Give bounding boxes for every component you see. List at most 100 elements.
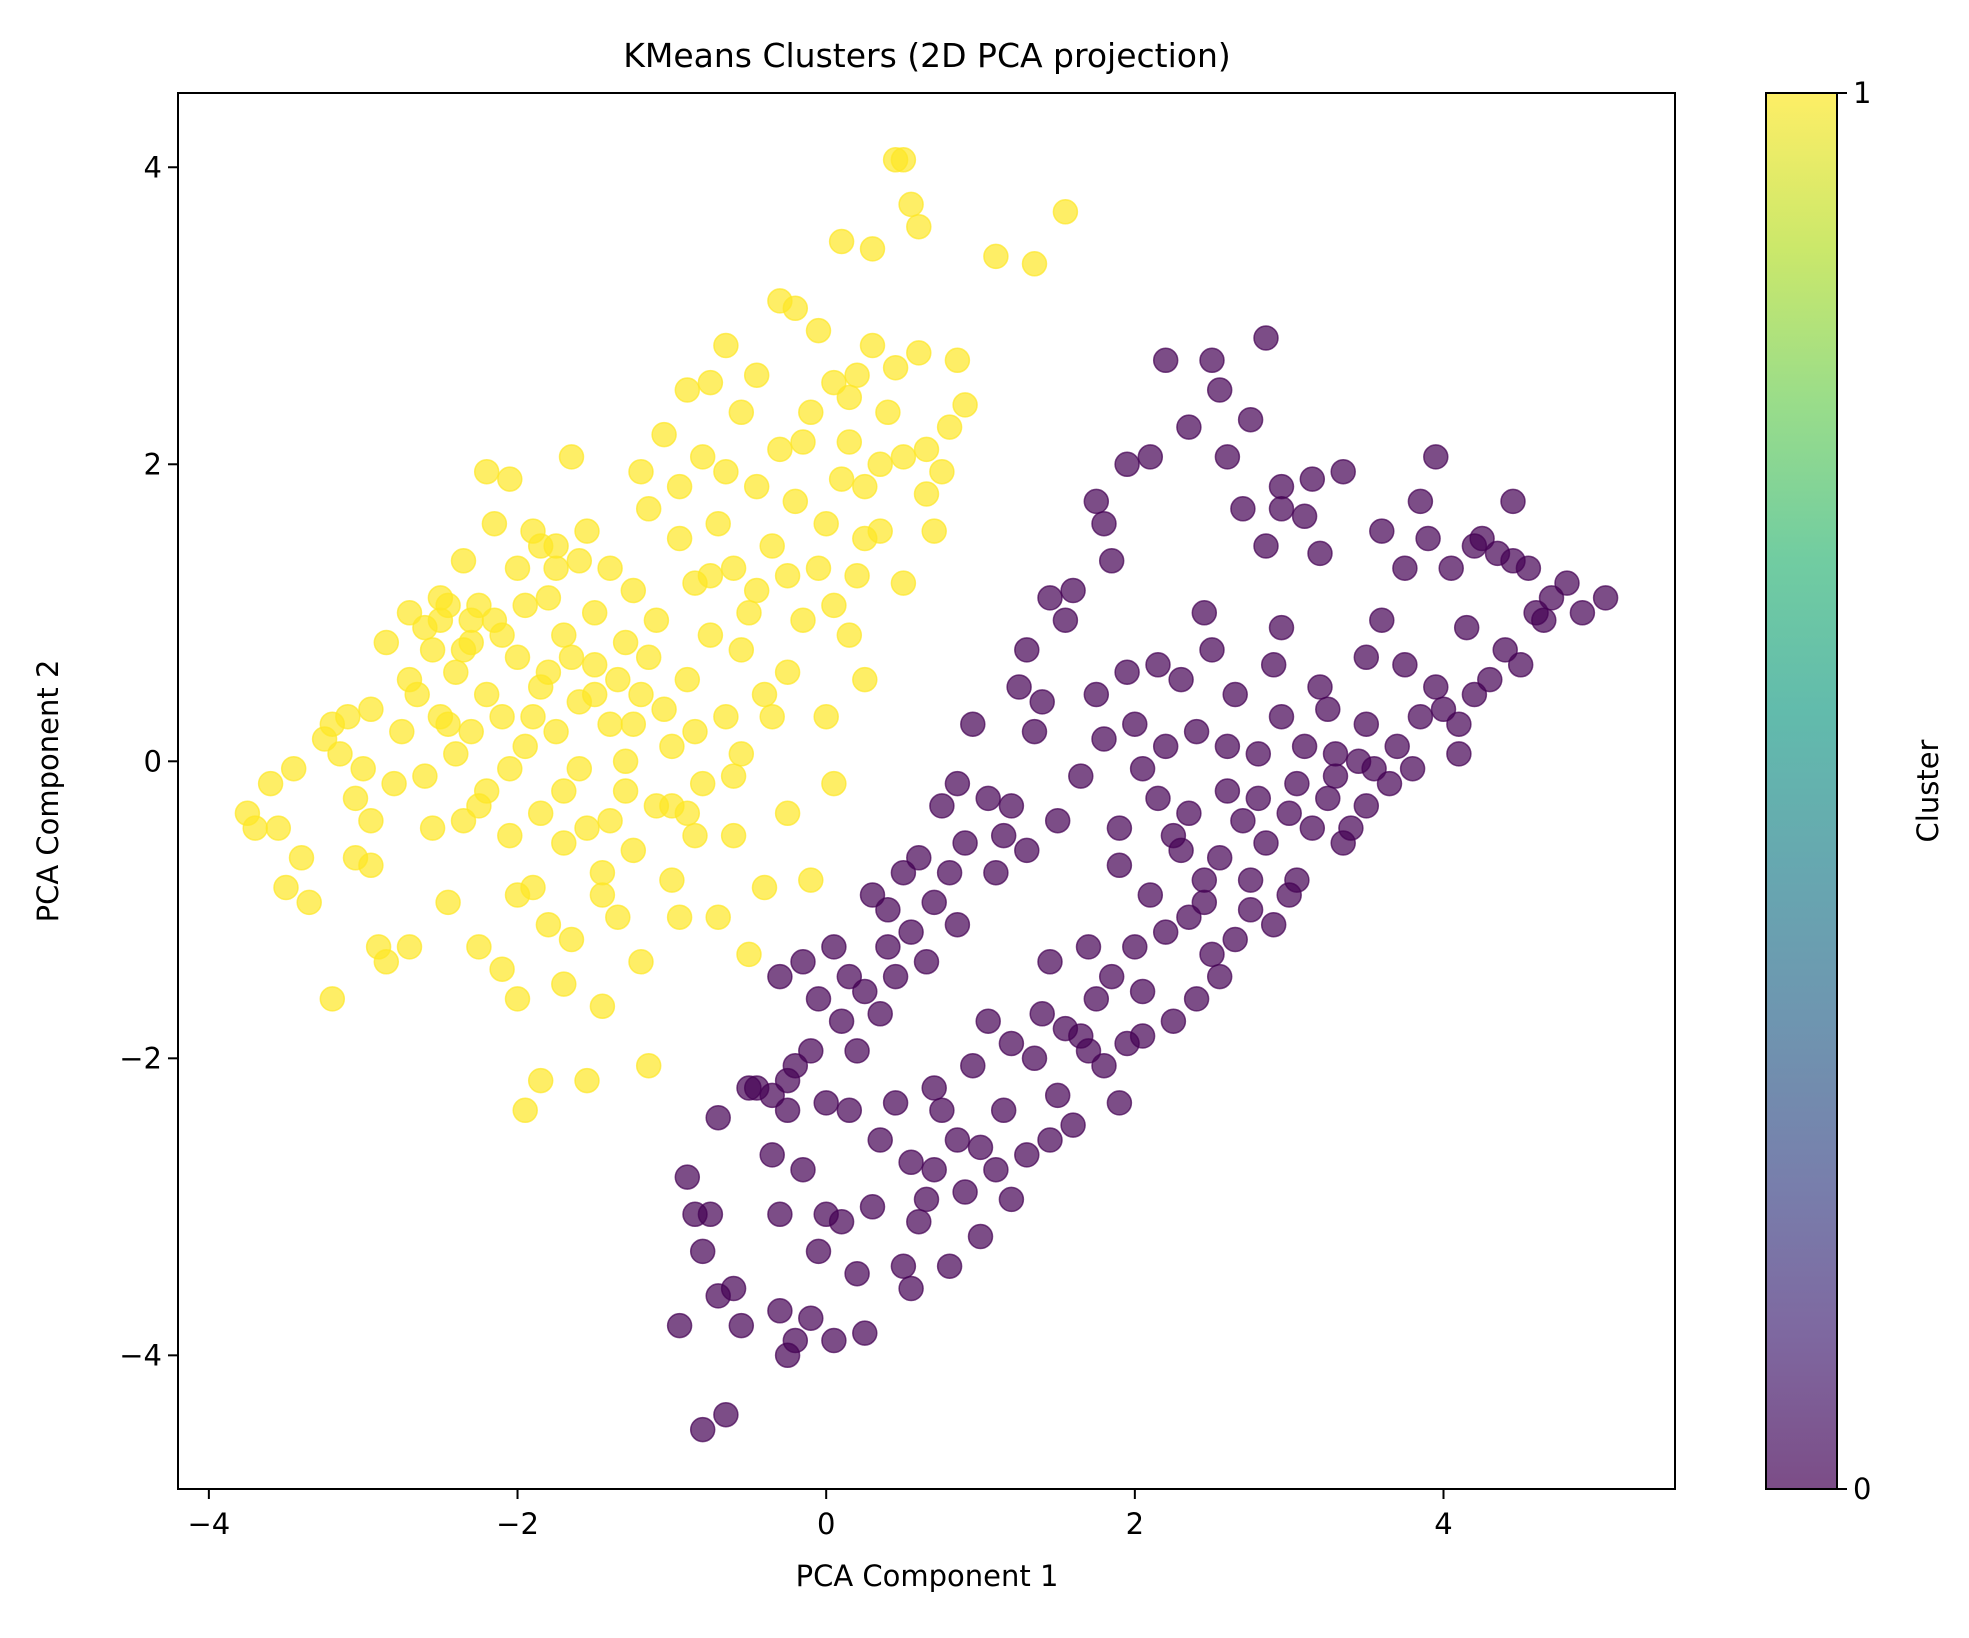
scatter-point bbox=[1160, 822, 1187, 849]
scatter-point bbox=[713, 332, 739, 359]
scatter-point bbox=[867, 1001, 893, 1027]
scatter-point bbox=[1083, 681, 1110, 708]
scatter-point bbox=[589, 993, 616, 1020]
scatter-point bbox=[1183, 718, 1210, 745]
scatter-point bbox=[875, 934, 901, 960]
scatter-point bbox=[743, 473, 770, 500]
scatter-point bbox=[1129, 978, 1156, 1005]
scatter-point bbox=[990, 822, 1017, 849]
scatter-point bbox=[1029, 689, 1055, 715]
scatter-point bbox=[373, 949, 400, 975]
scatter-point bbox=[389, 718, 415, 745]
scatter-point bbox=[1531, 607, 1557, 633]
scatter-point bbox=[466, 934, 492, 960]
scatter-point bbox=[635, 1052, 662, 1079]
scatter-point bbox=[1014, 837, 1040, 864]
scatter-point bbox=[929, 1097, 955, 1124]
scatter-point bbox=[1399, 755, 1426, 782]
scatter-point bbox=[782, 1327, 809, 1354]
scatter-point bbox=[906, 340, 932, 366]
scatter-point bbox=[566, 755, 593, 782]
scatter-point bbox=[1176, 904, 1202, 930]
scatter-point bbox=[898, 1149, 924, 1176]
scatter-point bbox=[535, 659, 562, 685]
scatter-point bbox=[1299, 815, 1326, 841]
scatter-point bbox=[1245, 741, 1272, 767]
scatter-point bbox=[450, 637, 477, 663]
scatter-point bbox=[635, 496, 662, 522]
x-tick-label: −2 bbox=[496, 1507, 539, 1541]
scatter-point bbox=[1392, 652, 1418, 678]
scatter-point bbox=[612, 748, 639, 775]
scatter-point bbox=[782, 295, 809, 322]
scatter-point bbox=[990, 1097, 1017, 1124]
scatter-point bbox=[574, 815, 600, 841]
scatter-point bbox=[419, 815, 446, 841]
points-layer bbox=[234, 147, 1619, 1443]
scatter-point bbox=[674, 1164, 701, 1190]
scatter-point bbox=[628, 458, 654, 485]
scatter-point bbox=[1461, 681, 1488, 708]
scatter-point bbox=[1253, 325, 1279, 351]
scatter-point bbox=[720, 763, 747, 789]
scatter-point bbox=[1176, 414, 1202, 440]
scatter-point bbox=[998, 793, 1025, 819]
scatter-point bbox=[1268, 703, 1295, 730]
colorbar-tick-label: 0 bbox=[1853, 1472, 1871, 1506]
scatter-point bbox=[651, 421, 677, 448]
scatter-point bbox=[890, 147, 917, 173]
scatter-point bbox=[242, 815, 268, 841]
scatter-point bbox=[327, 741, 353, 767]
scatter-point bbox=[705, 904, 731, 930]
scatter-point bbox=[767, 963, 793, 990]
scatter-point bbox=[1199, 637, 1225, 663]
scatter-point bbox=[1477, 666, 1503, 693]
chart-title: KMeans Clusters (2D PCA projection) bbox=[623, 36, 1231, 75]
scatter-point bbox=[813, 1201, 839, 1228]
scatter-point bbox=[443, 659, 469, 685]
scatter-point bbox=[921, 518, 947, 544]
x-tick-label: 2 bbox=[1126, 1507, 1144, 1541]
scatter-point bbox=[1029, 1001, 1055, 1027]
scatter-point bbox=[504, 644, 531, 671]
scatter-point bbox=[1291, 503, 1318, 530]
scatter-point bbox=[767, 1298, 793, 1324]
scatter-point bbox=[890, 1253, 917, 1279]
scatter-point bbox=[335, 703, 361, 730]
scatter-point bbox=[736, 1075, 762, 1101]
scatter-point bbox=[836, 429, 863, 455]
scatter-point bbox=[1423, 674, 1449, 700]
scatter-point bbox=[489, 956, 515, 982]
scatter-point bbox=[1330, 458, 1356, 485]
scatter-point bbox=[929, 793, 955, 819]
scatter-point bbox=[952, 392, 978, 418]
scatter-point bbox=[805, 555, 832, 581]
scatter-point bbox=[450, 807, 477, 834]
scatter-point bbox=[1176, 800, 1202, 827]
scatter-point bbox=[921, 1156, 947, 1183]
scatter-point bbox=[782, 1052, 809, 1079]
scatter-point bbox=[720, 555, 747, 581]
scatter-point bbox=[1191, 600, 1218, 626]
scatter-point bbox=[682, 1201, 708, 1228]
scatter-point bbox=[551, 971, 577, 997]
scatter-point bbox=[898, 1275, 924, 1302]
scatter-point bbox=[628, 681, 654, 708]
scatter-point bbox=[551, 622, 577, 648]
scatter-point bbox=[1214, 733, 1241, 760]
y-axis: −4 −2 0 2 4 bbox=[119, 150, 178, 1372]
scatter-point bbox=[1384, 733, 1410, 760]
scatter-point bbox=[1044, 807, 1071, 834]
scatter-point bbox=[697, 622, 724, 648]
scatter-point bbox=[1353, 644, 1380, 671]
colorbar-tick-label: 1 bbox=[1853, 76, 1871, 110]
scatter-point bbox=[551, 778, 577, 804]
scatter-point bbox=[852, 1320, 878, 1346]
scatter-point bbox=[628, 949, 654, 975]
scatter-point bbox=[682, 822, 708, 849]
scatter-point bbox=[1075, 1038, 1102, 1064]
scatter-point bbox=[1206, 377, 1233, 403]
scatter-point bbox=[1554, 570, 1580, 596]
scatter-point bbox=[728, 399, 755, 426]
scatter-point bbox=[1507, 652, 1534, 678]
